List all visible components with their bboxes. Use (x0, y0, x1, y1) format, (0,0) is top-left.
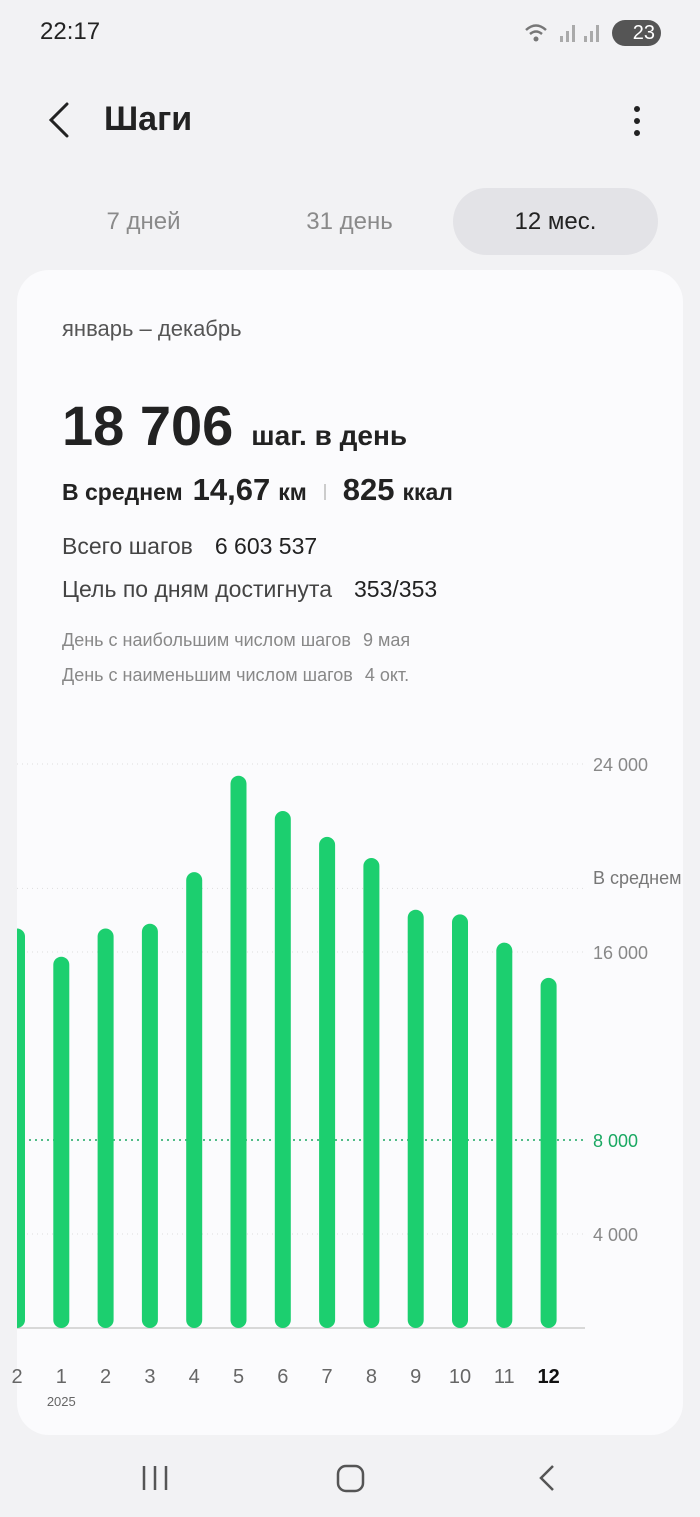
x-tick-label: 9 (410, 1366, 421, 1388)
min-day: 4 окт. (364, 665, 410, 685)
bar (407, 909, 424, 1328)
x-tick-label: 7 (322, 1366, 333, 1388)
average-unit: шаг. в день (251, 420, 408, 451)
divider (323, 484, 326, 500)
bar (319, 836, 336, 1328)
average-steps: 18 706 (62, 394, 234, 457)
y-tick-label: 16 000 (593, 943, 648, 963)
home[interactable] (336, 1464, 365, 1493)
averages-row: В среднем 14,67 км 825 ккал (62, 472, 453, 508)
x-tick-label: 6 (277, 1366, 288, 1388)
bar (496, 942, 513, 1328)
x-tick-label: 4 (189, 1366, 200, 1388)
min-day-row: День с наименьшим числом шагов 4 окт. (62, 665, 409, 686)
battery: 23 (612, 20, 661, 46)
distance: 14,67 (192, 472, 271, 507)
total-label: Всего шагов (62, 533, 193, 559)
average-line-label: В среднем (593, 868, 682, 889)
bar (230, 775, 247, 1328)
y-tick-label: 4 000 (593, 1225, 638, 1245)
back[interactable] (539, 1465, 554, 1491)
status-time: 22:17 (40, 18, 101, 45)
x-tick-label: 2 (11, 1366, 22, 1388)
summary-card (17, 270, 683, 1435)
tab[interactable]: 31 день (306, 208, 393, 235)
max-day: 9 мая (362, 630, 411, 650)
nav-bar (142, 1464, 554, 1493)
page-title: Шаги (104, 100, 193, 138)
average-row: 18 706 шаг. в день (62, 393, 407, 458)
max-day-label: День с наибольшим числом шагов (62, 630, 351, 650)
y-tick-label: 24 000 (593, 755, 648, 775)
recent-apps[interactable] (142, 1466, 168, 1490)
y-tick-label: 8 000 (593, 1131, 638, 1151)
goal-label: Цель по дням достигнута (62, 576, 333, 602)
period: январь – декабрь (62, 316, 242, 341)
calories: 825 (342, 472, 395, 507)
x-tick-label: 12 (537, 1366, 559, 1388)
bar (540, 977, 557, 1328)
bar (17, 928, 25, 1328)
x-tick-label: 10 (449, 1366, 471, 1388)
x-tick-label: 8 (366, 1366, 377, 1388)
total: 6 603 537 (214, 533, 318, 559)
tab[interactable]: 7 дней (106, 208, 181, 235)
bar (363, 858, 380, 1328)
more-menu[interactable] (627, 103, 647, 139)
status-icons (525, 24, 599, 42)
bar (97, 928, 114, 1328)
average-label: В среднем (62, 479, 183, 505)
x-tick-label: 5 (233, 1366, 244, 1388)
year-label: 2025 (47, 1394, 76, 1409)
x-tick-label: 3 (144, 1366, 155, 1388)
x-tick-label: 11 (494, 1366, 515, 1388)
goal: 353/353 (354, 576, 438, 602)
bar (452, 914, 468, 1328)
min-day-label: День с наименьшим числом шагов (62, 665, 353, 685)
x-tick-label: 2 (100, 1366, 111, 1388)
x-tick-label: 1 (56, 1366, 67, 1388)
bar (274, 811, 291, 1328)
tab[interactable]: 12 мес. (453, 188, 658, 255)
goal-row: Цель по дням достигнута 353/353 (62, 576, 437, 603)
bar (53, 956, 70, 1328)
bar (141, 923, 158, 1328)
total-row: Всего шагов 6 603 537 (62, 533, 317, 560)
back-button[interactable] (40, 100, 80, 140)
calories-unit: ккал (402, 479, 453, 505)
bar (186, 872, 203, 1328)
max-day-row: День с наибольшим числом шагов 9 мая (62, 630, 410, 651)
distance-unit: км (278, 479, 307, 505)
